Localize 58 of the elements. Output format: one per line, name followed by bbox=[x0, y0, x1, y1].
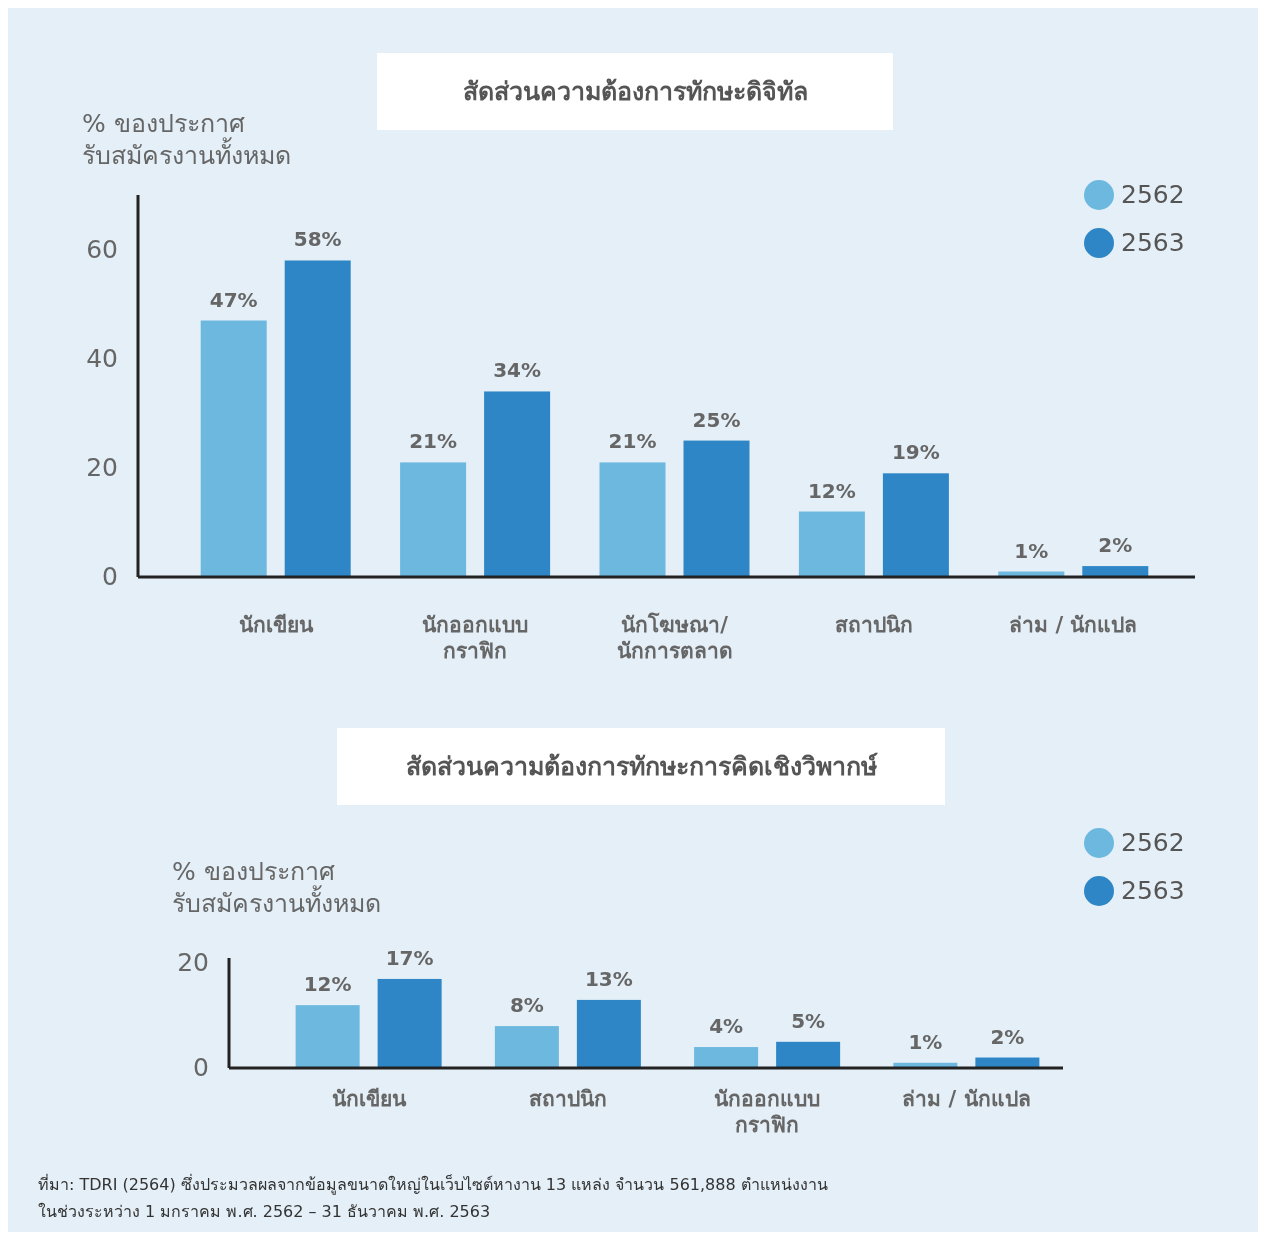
data-label: 1% bbox=[907, 1028, 944, 1055]
data-label: 58% bbox=[292, 226, 343, 253]
bar bbox=[200, 320, 267, 577]
legend-label: 2563 bbox=[1121, 875, 1185, 907]
data-label: 12% bbox=[806, 477, 857, 504]
bar bbox=[576, 999, 641, 1068]
bar bbox=[295, 1005, 360, 1068]
data-label: 2% bbox=[1097, 532, 1134, 559]
bar bbox=[599, 462, 666, 577]
bar bbox=[284, 260, 351, 577]
bar bbox=[377, 978, 442, 1068]
data-label: 34% bbox=[492, 357, 543, 384]
bar bbox=[683, 440, 750, 577]
data-label: 1% bbox=[1013, 537, 1050, 564]
bar bbox=[694, 1047, 759, 1068]
x-tick-label: ล่าม / นักแปล bbox=[901, 1086, 1032, 1112]
y-tick-label: 0 bbox=[101, 561, 118, 593]
data-label: 47% bbox=[208, 286, 259, 313]
y-tick-label: 20 bbox=[85, 451, 118, 484]
legend-label: 2562 bbox=[1121, 179, 1185, 211]
chart-title: สัดส่วนความต้องการทักษะการคิดเชิงวิพากษ์ bbox=[337, 728, 945, 805]
data-label: 5% bbox=[790, 1007, 827, 1034]
data-label: 21% bbox=[607, 428, 658, 455]
bar bbox=[882, 473, 949, 577]
y-axis-title: % ของประกาศ รับสมัครงานทั้งหมด bbox=[172, 856, 381, 920]
data-label: 25% bbox=[691, 406, 742, 433]
x-tick-label: สถาปนิก bbox=[527, 1086, 608, 1112]
chart-title: สัดส่วนความต้องการทักษะดิจิทัล bbox=[377, 53, 893, 130]
x-tick-label: ล่าม / นักแปล bbox=[1008, 612, 1139, 638]
bar bbox=[494, 1026, 559, 1068]
x-tick-label: นักออกแบบ กราฟิก bbox=[713, 1086, 822, 1138]
x-tick-label: นักออกแบบ กราฟิก bbox=[421, 612, 530, 664]
y-axis-title: % ของประกาศ รับสมัครงานทั้งหมด bbox=[82, 108, 291, 172]
data-label: 19% bbox=[890, 439, 941, 466]
bar bbox=[484, 391, 551, 577]
data-label: 21% bbox=[408, 428, 459, 455]
data-label: 2% bbox=[989, 1023, 1026, 1050]
x-tick-label: นักเขียน bbox=[330, 1086, 408, 1112]
text: ในช่วงระหว่าง 1 มกราคม พ.ศ. 2562 – 31 ธันวาคม พ.ศ. 2563 bbox=[38, 1201, 491, 1223]
data-label: 4% bbox=[708, 1013, 745, 1040]
data-label: 13% bbox=[583, 965, 634, 992]
data-label: 8% bbox=[508, 992, 545, 1019]
data-label: 12% bbox=[302, 971, 353, 998]
y-tick-label: 60 bbox=[85, 233, 118, 266]
legend-label: 2563 bbox=[1121, 227, 1185, 259]
x-tick-label: สถาปนิก bbox=[833, 612, 914, 638]
y-tick-label: 0 bbox=[192, 1052, 209, 1084]
bar bbox=[798, 511, 865, 577]
y-tick-label: 20 bbox=[176, 947, 209, 980]
text: ที่มา: TDRI (2564) ซึ่งประมวลผลจากข้อมูลขนาดใหญ่ในเว็บไซต์หางาน 13 แหล่ง จำนวน 561,888 ตำแหน่งงาน bbox=[38, 1173, 828, 1197]
bar bbox=[776, 1041, 841, 1068]
legend-label: 2562 bbox=[1121, 827, 1185, 859]
bar bbox=[400, 462, 467, 577]
bar bbox=[1082, 566, 1149, 577]
x-tick-label: นักเขียน bbox=[237, 612, 315, 638]
data-label: 17% bbox=[384, 944, 435, 971]
y-tick-label: 40 bbox=[85, 342, 118, 375]
x-tick-label: นักโฆษณา/ นักการตลาด bbox=[615, 612, 734, 664]
